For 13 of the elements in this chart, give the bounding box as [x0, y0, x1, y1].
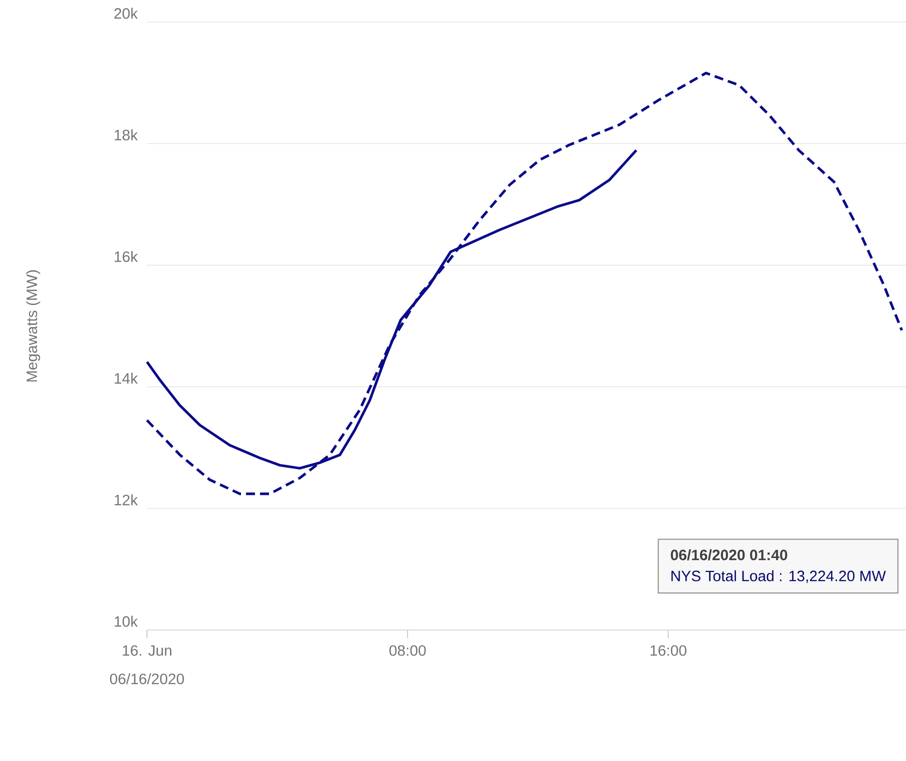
y-tick-label: 14k	[114, 372, 138, 384]
annotation: 06/16/2020 01:40	[670, 549, 788, 560]
y-tick-label: 18k	[114, 129, 138, 140]
y-tick-label: 16k	[114, 250, 138, 262]
y-tick-label: 10k	[114, 616, 138, 627]
y-tick-label: 20k	[114, 8, 138, 19]
x-tick-label: 16:00	[650, 645, 686, 656]
x-tick-label: 08:00	[389, 645, 426, 656]
annotation: NYS Total Load : 13,224.20 MW	[671, 570, 886, 584]
y-tick-label: 12k	[114, 494, 138, 506]
y-axis-title: Megawatts (MW)	[26, 270, 40, 382]
x-axis-title: 06/16/2020	[110, 673, 184, 684]
x-tick-label: 16. Jun	[122, 645, 172, 656]
